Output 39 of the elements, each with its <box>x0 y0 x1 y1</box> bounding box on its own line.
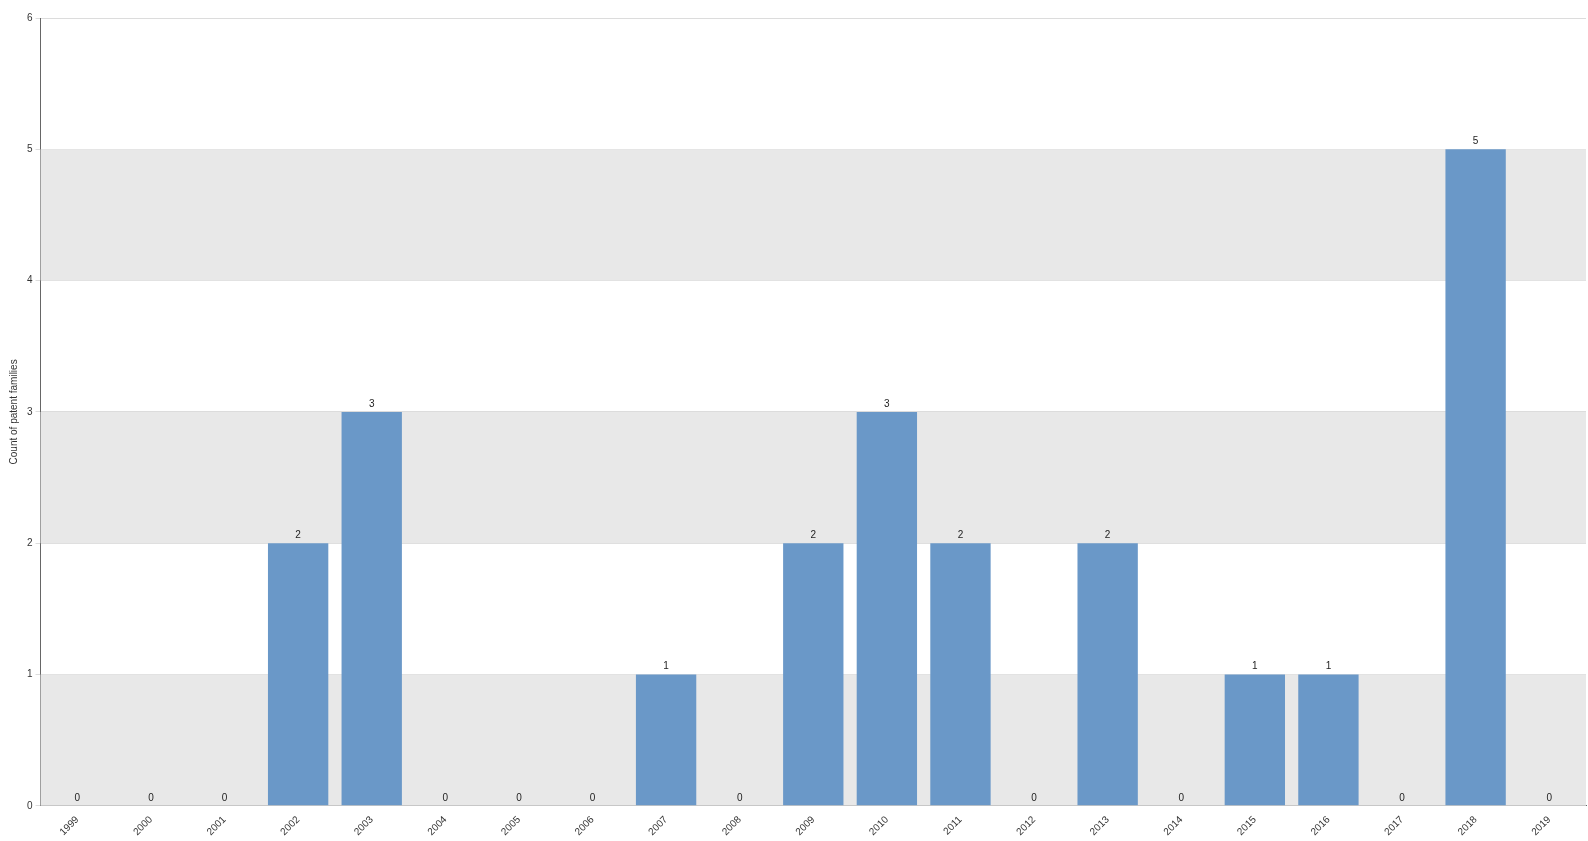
y-tick-label: 6 <box>27 11 33 23</box>
y-tick-label: 1 <box>27 668 33 680</box>
bar <box>635 674 697 806</box>
bar <box>1224 674 1286 806</box>
data-label: 2 <box>810 528 817 540</box>
data-label: 5 <box>1472 135 1479 147</box>
bar <box>783 543 844 806</box>
y-tick-label: 3 <box>27 405 33 417</box>
data-label: 0 <box>516 791 523 803</box>
data-label: 0 <box>148 791 155 803</box>
data-label: 0 <box>1546 791 1553 803</box>
data-label: 3 <box>884 397 891 409</box>
data-label: 1 <box>1252 660 1259 672</box>
data-label: 0 <box>442 791 449 803</box>
data-label: 0 <box>1399 791 1406 803</box>
y-tick-label: 2 <box>27 536 33 548</box>
bar <box>267 543 329 806</box>
y-axis-title: Count of patent families <box>7 359 19 465</box>
data-label: 2 <box>1104 528 1111 540</box>
y-tick-label: 4 <box>27 274 33 286</box>
data-label: 0 <box>736 791 743 803</box>
data-label: 0 <box>1178 791 1185 803</box>
bar <box>1298 674 1359 806</box>
data-label: 3 <box>368 397 375 409</box>
bar <box>856 411 918 806</box>
bar <box>1077 543 1138 806</box>
data-label: 0 <box>221 791 228 803</box>
data-label: 2 <box>957 528 964 540</box>
data-label: 0 <box>589 791 596 803</box>
bar <box>1445 149 1506 806</box>
bar <box>930 543 991 806</box>
bar <box>341 411 402 806</box>
data-label: 2 <box>295 528 302 540</box>
y-tick-label: 5 <box>27 143 33 155</box>
data-label: 1 <box>663 660 670 672</box>
data-label: 0 <box>1031 791 1038 803</box>
data-label: 0 <box>74 791 81 803</box>
data-label: 1 <box>1325 660 1332 672</box>
y-tick-label: 0 <box>27 799 33 811</box>
